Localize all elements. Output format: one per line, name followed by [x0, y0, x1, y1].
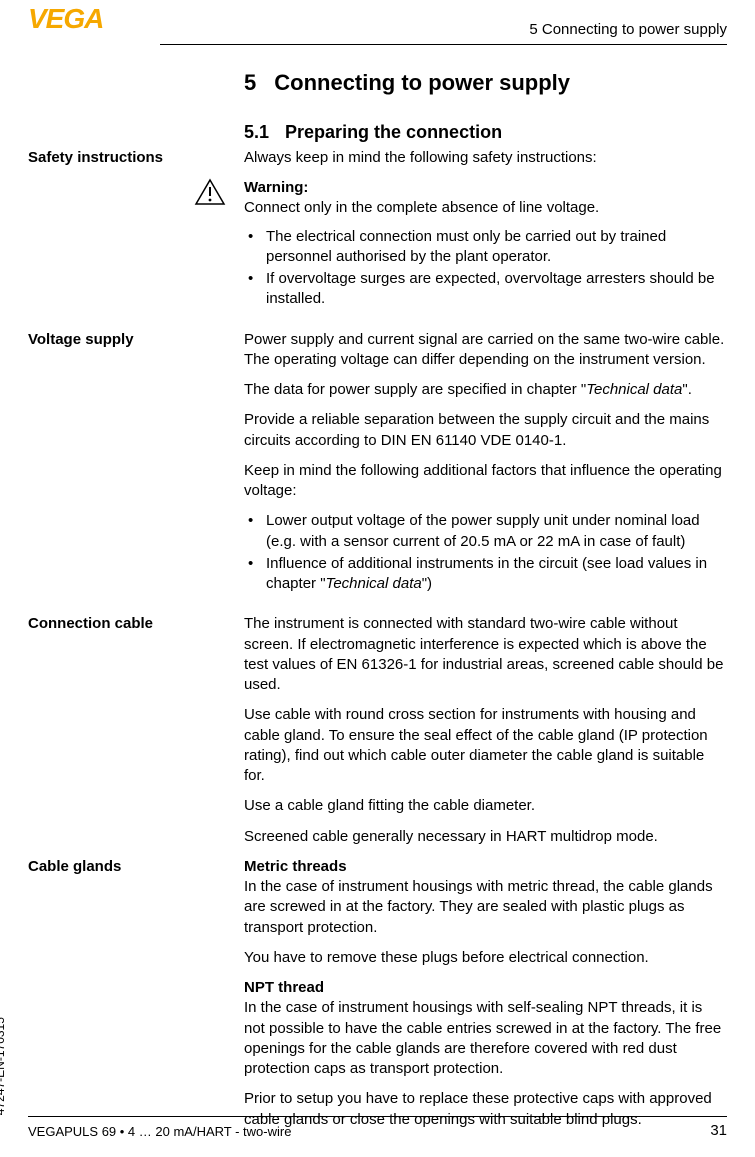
safety-label: Safety instructions	[28, 148, 244, 168]
safety-intro-row: Safety instructions Always keep in mind …	[28, 148, 727, 168]
cable-p4: Screened cable generally necessary in HA…	[244, 827, 727, 847]
cable-row: Connection cable The instrument is conne…	[28, 614, 727, 847]
voltage-label: Voltage supply	[28, 330, 244, 597]
running-head: 5 Connecting to power supply	[160, 20, 727, 45]
list-item: The electrical connection must only be c…	[244, 227, 727, 268]
page-number: 31	[710, 1121, 727, 1141]
cable-p3: Use a cable gland fitting the cable diam…	[244, 796, 727, 816]
glands-p2: You have to remove these plugs before el…	[244, 948, 727, 968]
voltage-row: Voltage supply Power supply and current …	[28, 330, 727, 597]
page-footer: VEGAPULS 69 • 4 … 20 mA/HART - two-wire …	[28, 1116, 727, 1141]
glands-row: Cable glands Metric threadsIn the case o…	[28, 857, 727, 1130]
footer-doc-id: VEGAPULS 69 • 4 … 20 mA/HART - two-wire	[28, 1123, 291, 1141]
safety-intro: Always keep in mind the following safety…	[244, 148, 727, 168]
cable-label: Connection cable	[28, 614, 244, 847]
cable-p2: Use cable with round cross section for i…	[244, 705, 727, 786]
voltage-p1: Power supply and current signal are carr…	[244, 330, 727, 371]
glands-metric: Metric threadsIn the case of instrument …	[244, 857, 727, 938]
cable-p1: The instrument is connected with standar…	[244, 614, 727, 695]
list-item: Lower output voltage of the power supply…	[244, 511, 727, 552]
section-title: 5.1 Preparing the connection	[244, 120, 727, 144]
voltage-bullet-list: Lower output voltage of the power supply…	[244, 511, 727, 594]
brand-logo: VEGA	[28, 0, 103, 38]
voltage-p4: Keep in mind the following additional fa…	[244, 461, 727, 502]
list-item: If overvoltage surges are expected, over…	[244, 269, 727, 310]
chapter-number: 5	[244, 70, 256, 95]
section-number: 5.1	[244, 122, 269, 142]
voltage-p2: The data for power supply are specified …	[244, 380, 727, 400]
safety-bullets-row: The electrical connection must only be c…	[28, 227, 727, 312]
warning-text: Connect only in the complete absence of …	[244, 198, 727, 218]
glands-label: Cable glands	[28, 857, 244, 1130]
chapter-text: Connecting to power supply	[274, 70, 570, 95]
warning-row: Warning: Connect only in the complete ab…	[28, 178, 727, 219]
warning-label: Warning:	[244, 178, 727, 198]
safety-bullet-list: The electrical connection must only be c…	[244, 227, 727, 310]
section-text: Preparing the connection	[285, 122, 502, 142]
side-doc-code: 47247-EN-170315	[0, 1017, 8, 1115]
glands-npt: NPT threadIn the case of instrument hous…	[244, 978, 727, 1079]
chapter-title: 5 Connecting to power supply	[244, 68, 727, 98]
voltage-p3: Provide a reliable separation between th…	[244, 410, 727, 451]
list-item: Influence of additional instruments in t…	[244, 554, 727, 595]
page-content: 5 Connecting to power supply 5.1 Preparing…	[28, 68, 727, 1102]
warning-icon	[28, 178, 244, 219]
